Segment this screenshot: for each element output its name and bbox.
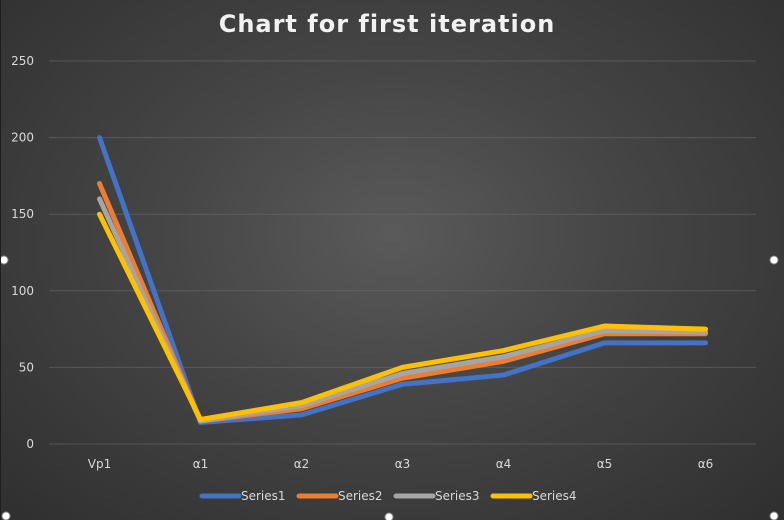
- legend-label-1: Series1: [241, 489, 286, 503]
- series-lines: [97, 135, 708, 426]
- x-tick-label: α6: [698, 457, 714, 471]
- y-tick-label: 250: [11, 54, 34, 68]
- resize-handle-left[interactable]: [1, 255, 9, 265]
- legend-label-2: Series2: [338, 489, 383, 503]
- x-tick-label: α5: [597, 457, 613, 471]
- selection-handles[interactable]: [1, 255, 779, 520]
- resize-handle-bottom-left[interactable]: [1, 511, 11, 520]
- legend-label-4: Series4: [532, 489, 577, 503]
- legend-label-3: Series3: [435, 489, 480, 503]
- y-tick-label: 50: [19, 360, 34, 374]
- chart-title: Chart for first iteration: [219, 10, 556, 38]
- x-tick-label: α3: [395, 457, 411, 471]
- resize-handle-bottom-right[interactable]: [769, 511, 779, 520]
- series-line-4[interactable]: [97, 211, 708, 422]
- grid-lines: [49, 60, 756, 445]
- x-axis-ticks: Vp1 α1 α2 α3 α4 α5 α6: [88, 457, 714, 471]
- resize-handle-right[interactable]: [769, 255, 779, 265]
- legend: Series1 Series2 Series3 Series4: [199, 489, 577, 503]
- x-tick-label: α4: [496, 457, 512, 471]
- resize-handle-bottom[interactable]: [384, 512, 394, 520]
- y-tick-label: 100: [11, 284, 34, 298]
- y-tick-label: 200: [11, 131, 34, 145]
- x-tick-label: α2: [294, 457, 310, 471]
- y-tick-label: 0: [26, 437, 34, 451]
- x-tick-label: Vp1: [88, 457, 111, 471]
- x-tick-label: α1: [193, 457, 209, 471]
- y-tick-label: 150: [11, 207, 34, 221]
- y-axis-ticks: 0 50 100 150 200 250: [11, 54, 34, 451]
